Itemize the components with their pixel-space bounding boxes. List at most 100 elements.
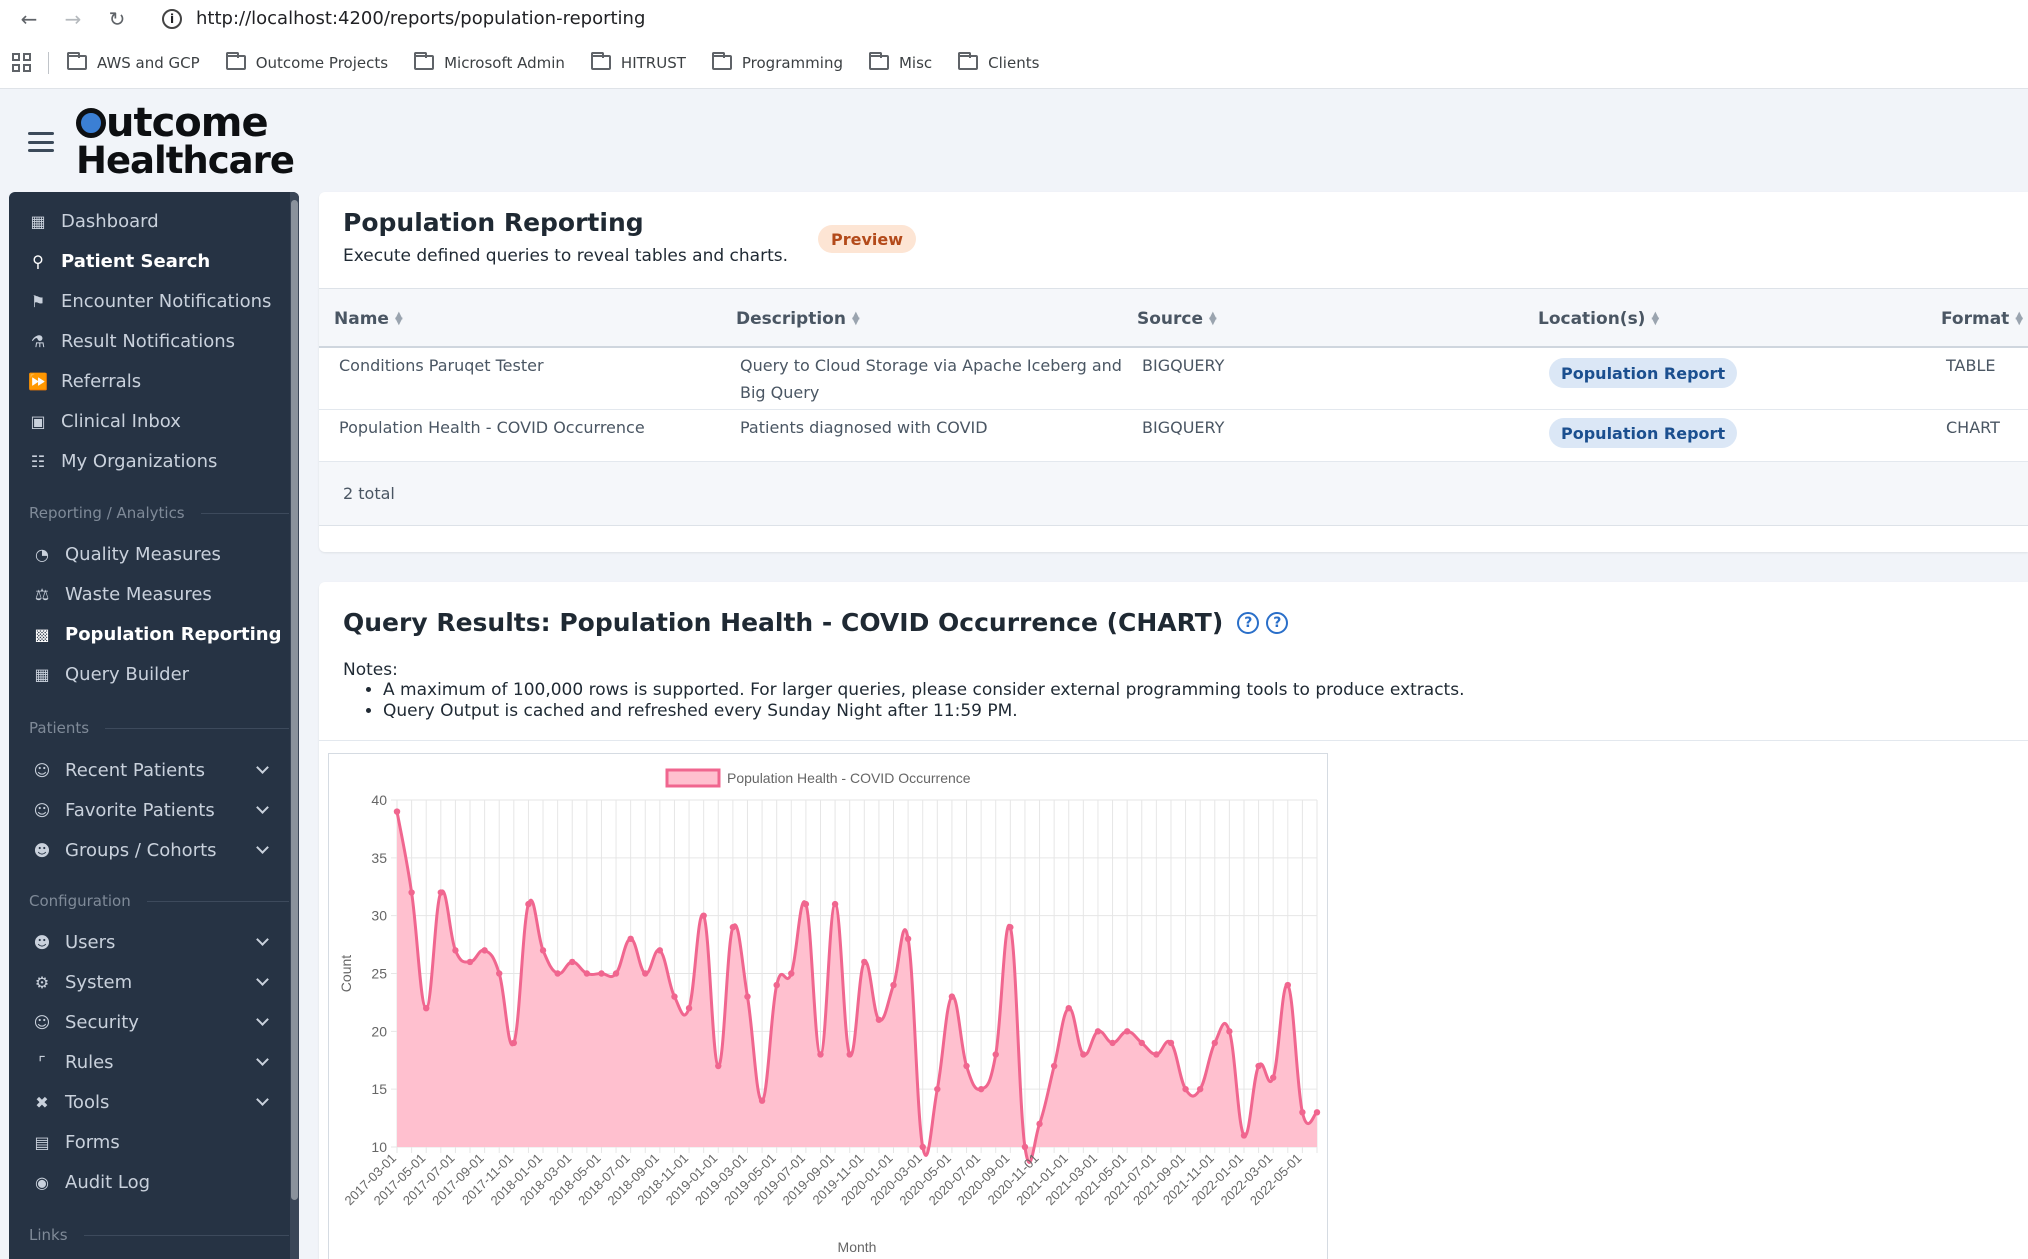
rules-icon: ⌜ [38,1052,46,1072]
sidebar-item-system[interactable]: ⚙ System [9,963,289,1001]
sort-icon[interactable]: ▲ ▼ [851,310,860,327]
row-name[interactable]: Population Health - COVID Occurrence [339,418,645,437]
data-point [875,1016,883,1023]
location-badge[interactable]: Population Report [1549,358,1738,388]
bookmark-folder[interactable]: Outcome Projects [225,52,388,72]
sidebar-item-quality-measures[interactable]: ◔ Quality Measures [9,535,289,573]
data-point [466,958,474,966]
chevron-down-icon[interactable] [256,1093,269,1106]
data-point [1021,1143,1029,1151]
bookmark-folder[interactable]: AWS and GCP [67,52,200,72]
column-header-source[interactable]: Source ▲ ▼ [1137,309,1217,329]
bookmark-folder[interactable]: Programming [711,52,843,72]
data-point [1065,1005,1072,1012]
sidebar-item-groups-cohorts[interactable]: ☻ Groups / Cohorts [9,831,289,869]
sidebar-item-waste-measures[interactable]: ⚖ Waste Measures [9,575,289,613]
sidebar-item-label: Users [65,931,116,953]
sidebar-item-label: Query Builder [65,663,190,685]
bookmark-folder[interactable]: HITRUST [590,52,686,72]
sidebar-item-users[interactable]: ☻ Users [9,923,289,961]
chevron-down-icon[interactable] [256,933,269,946]
column-header-format[interactable]: Format ▲ ▼ [1941,309,2024,329]
bookmark-folder[interactable]: Clients [958,52,1039,72]
table-row[interactable]: Conditions Paruqet Tester Query to Cloud… [319,348,2028,410]
table-row[interactable]: Population Health - COVID Occurrence Pat… [319,410,2028,462]
chevron-down-icon[interactable] [256,1013,269,1026]
sidebar-section-label: Configuration [29,891,289,911]
sidebar-item-audit-log[interactable]: ◉ Audit Log [9,1163,289,1201]
folder-icon [958,52,979,70]
column-header-name[interactable]: Name ▲ ▼ [334,309,403,329]
reload-icon[interactable]: ↻ [108,6,126,31]
chart-icon: ▦ [30,211,46,231]
sidebar-item-label: Recent Patients [65,759,205,781]
bookmark-folder[interactable]: Misc [868,52,932,72]
query-results-card: Query Results: Population Health - COVID… [319,582,2028,1259]
sidebar-item-my-organizations[interactable]: ☷ My Organizations [9,442,289,480]
sidebar-item-label: Population Reporting [65,623,282,645]
row-description: Query to Cloud Storage via Apache Iceber… [740,356,1122,375]
data-point [992,1051,999,1058]
sidebar-item-favorite-patients[interactable]: ☺ Favorite Patients [9,791,289,829]
sidebar-item-tools[interactable]: ✖ Tools [9,1083,289,1121]
site-info-icon[interactable]: i [162,8,182,29]
row-name[interactable]: Conditions Paruqet Tester [339,356,544,375]
sidebar-item-recent-patients[interactable]: ☺ Recent Patients [9,751,289,789]
sidebar-item-security[interactable]: ☺ Security [9,1003,289,1041]
page-subtitle: Execute defined queries to reveal tables… [343,246,788,266]
data-point [1050,1062,1058,1070]
sidebar-item-forms[interactable]: ▤ Forms [9,1123,289,1161]
bookmark-folder[interactable]: Microsoft Admin [414,52,565,72]
brand-logo: utcome Healthcare [76,100,295,182]
sidebar-item-patient-search[interactable]: ⚲ Patient Search [9,242,289,280]
help-icon[interactable]: ? [1266,611,1289,634]
sort-icon[interactable]: ▲ ▼ [1651,310,1660,327]
sidebar-item-result-notifications[interactable]: ⚗ Result Notifications [9,322,289,360]
notes-label: Notes: [343,660,398,680]
note-item: A maximum of 100,000 rows is supported. … [383,680,1464,701]
data-point [1080,1051,1087,1058]
row-format: TABLE [1946,356,1996,375]
chevron-down-icon[interactable] [256,801,269,814]
data-point [948,993,956,1000]
data-point [423,1005,430,1012]
chevron-down-icon[interactable] [256,761,269,774]
data-point [510,1039,518,1047]
forward-arrow-icon[interactable]: → [64,6,82,31]
chevron-down-icon[interactable] [256,841,269,854]
back-arrow-icon[interactable]: ← [20,6,38,31]
sidebar-item-referrals[interactable]: ⏩ Referrals [9,362,289,400]
sidebar-item-label: Clinical Inbox [61,410,181,432]
logo-globe-icon [76,108,106,138]
inbox-icon: ▣ [30,411,46,431]
column-header-description[interactable]: Description ▲ ▼ [736,309,860,329]
help-icon[interactable]: ? [1237,611,1260,634]
y-tick-label: 35 [371,850,387,866]
covid-occurrence-chart: 10 15 20 25 30 35 40 2017-03-01 2017-05-01 2017-0… [328,753,1328,1259]
sidebar-item-rules[interactable]: ⌜ Rules [9,1043,289,1081]
y-tick-label: 30 [371,908,387,924]
user-circle-icon: ☺ [33,800,51,820]
sidebar-item-encounter-notifications[interactable]: ⚑ Encounter Notifications [9,282,289,320]
data-point [977,1085,985,1093]
sort-icon[interactable]: ▲ ▼ [1209,310,1217,327]
sidebar-item-dashboard[interactable]: ▦ Dashboard [9,202,289,240]
chevron-down-icon[interactable] [256,973,269,986]
chevron-down-icon[interactable] [256,1053,269,1066]
sidebar-item-clinical-inbox[interactable]: ▣ Clinical Inbox [9,402,289,440]
sidebar-item-population-reporting[interactable]: ▩ Population Reporting [9,615,289,653]
bookmarks-bar: AWS and GCP Outcome Projects Microsoft A… [0,37,2028,89]
sort-icon[interactable]: ▲ ▼ [394,310,403,327]
menu-toggle-icon[interactable] [28,132,54,152]
sidebar-item-query-builder[interactable]: ▦ Query Builder [9,655,289,693]
column-header-locations[interactable]: Location(s) ▲ ▼ [1538,309,1660,329]
url-field[interactable]: i http://localhost:4200/reports/populati… [162,4,645,34]
y-axis-label: Count [338,955,354,992]
data-point [1226,1028,1233,1035]
sort-icon[interactable]: ▲ ▼ [2015,310,2024,327]
sidebar-scrollbar[interactable] [290,192,299,1259]
data-point [685,1005,693,1012]
location-badge[interactable]: Population Report [1549,418,1738,448]
pie-icon: ◔ [35,544,49,564]
apps-grid-icon[interactable] [12,52,32,73]
